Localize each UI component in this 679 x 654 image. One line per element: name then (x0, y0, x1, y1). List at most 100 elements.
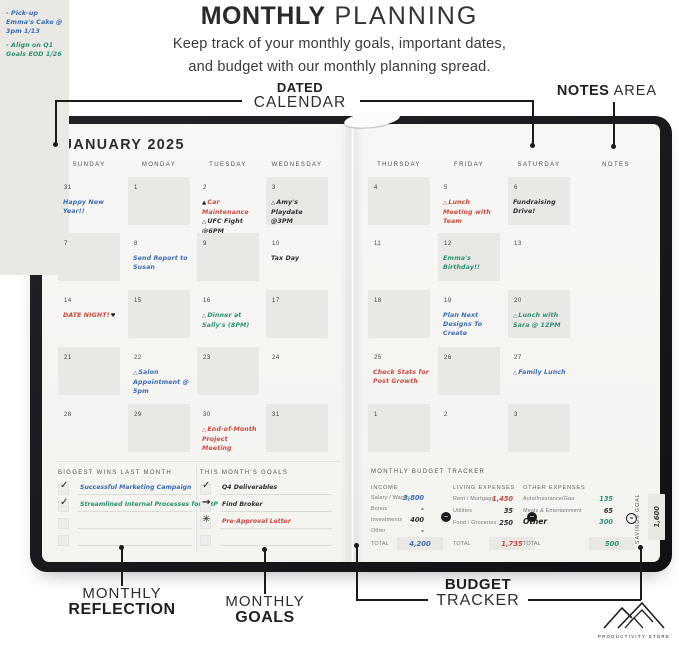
callout-budget-tracker: BUDGET TRACKER (408, 577, 548, 610)
equals-circle-icon: = (626, 513, 637, 524)
calendar-entry: △Lunch Meeting with Team (443, 199, 491, 226)
monthly-goals-header: THIS MONTH'S GOALS (200, 470, 289, 476)
budget-total-box: 1,735 (489, 537, 535, 550)
calendar-cell: 9 (197, 233, 259, 281)
notes-entry: - Align on Q1 Goals EOD 1/26 (6, 42, 62, 59)
day-header: THURSDAY (377, 162, 421, 168)
callout-dot (638, 545, 643, 550)
callout-line (356, 599, 428, 601)
day-placeholder-box (438, 233, 500, 281)
day-placeholder-box (508, 177, 570, 225)
callout-line (264, 550, 266, 594)
biggest-wins-header: BIGGEST WINS LAST MONTH (58, 470, 173, 476)
checkbox (58, 535, 69, 546)
day-entries: Emma's Birthday!! (443, 254, 499, 272)
budget-row-value: 300 (599, 518, 613, 526)
day-number: 2 (203, 185, 207, 191)
day-entries: Send Report to Susan (133, 254, 189, 272)
budget-total-label: TOTAL (371, 541, 389, 547)
page-title-light: PLANNING (325, 2, 479, 30)
calendar-cell: 21 (58, 347, 120, 395)
triangle-outline-icon: △ (513, 313, 518, 319)
day-number: 23 (203, 355, 211, 361)
calendar-cell: 30 △End-of-Month Project Meeting (197, 404, 259, 452)
checklist-line (220, 528, 332, 529)
callout-dot (262, 547, 267, 552)
day-placeholder-box (266, 177, 328, 225)
day-header: FRIDAY (454, 162, 484, 168)
day-placeholder-box (368, 177, 430, 225)
callout-notes-light: AREA (609, 83, 658, 99)
budget-row-label: Rent / Mortgage (453, 496, 495, 502)
day-number: 31 (272, 412, 280, 418)
triangle-outline-icon: △ (443, 200, 448, 206)
arrow-icon: → (202, 497, 211, 508)
day-placeholder-box (128, 177, 190, 225)
budget-header: MONTHLY BUDGET TRACKER (371, 469, 486, 475)
day-number: 6 (514, 185, 518, 191)
day-number: 1 (374, 412, 378, 418)
checkbox (58, 484, 69, 495)
budget-column-header: LIVING EXPENSES (453, 485, 516, 491)
day-number: 30 (203, 412, 211, 418)
day-entries: △Lunch with Sara @ 12PM (513, 311, 569, 330)
triangle-outline-icon: △ (202, 313, 207, 319)
calendar-cell: 20 △Lunch with Sara @ 12PM (508, 290, 570, 338)
callout-notes-bold: NOTES (556, 83, 610, 99)
budget-row-value: 400 (410, 516, 424, 524)
day-placeholder-box (266, 290, 328, 338)
callout-dot (530, 143, 535, 148)
day-number: 24 (272, 355, 280, 361)
savings-goal-box: 1,600 (648, 494, 665, 540)
calendar-entry: △Salon Appointment @ 5pm (133, 369, 189, 396)
triangle-outline-icon: △ (202, 427, 207, 433)
budget-row-label: Investments (371, 517, 403, 523)
budget-total-label: TOTAL (453, 541, 471, 547)
day-number: 21 (64, 355, 72, 361)
section-divider (56, 461, 340, 462)
day-header: WEDNESDAY (271, 162, 323, 168)
budget-row-label-handwritten: Other (523, 517, 548, 526)
calendar-cell: 28 (58, 404, 120, 452)
callout-dot (611, 144, 616, 149)
calendar-cell: 13 (508, 233, 570, 281)
calendar-entry: Tax Day (271, 255, 300, 262)
checkbox (58, 501, 69, 512)
calendar-cell: 26 (438, 347, 500, 395)
subtitle-line2: and budget with our monthly planning spr… (188, 59, 491, 75)
day-number: 3 (272, 185, 276, 191)
notes-entry: - Pick-up Emma's Cake @ 3pm 1/13 (6, 10, 63, 36)
callout-budget-light: TRACKER (436, 591, 520, 609)
calendar-cell: 29 (128, 404, 190, 452)
budget-row-label: Other (371, 528, 386, 534)
day-entries: △End-of-Month Project Meeting (202, 425, 258, 453)
checklist-line (220, 494, 332, 495)
calendar-cell: 3 (508, 404, 570, 452)
callout-line (532, 100, 534, 144)
calendar-entry: △End-of-Month Project Meeting (202, 426, 257, 453)
calendar-cell: 2 ▲Car Maintenance △UFC Fight @6PM (197, 177, 259, 235)
minus-circle-icon: − (441, 512, 451, 522)
day-placeholder-box (368, 404, 430, 452)
calendar-cell: 27 △Family Lunch (508, 347, 570, 395)
calendar-entry: ▲Car Maintenance (202, 199, 249, 216)
budget-total-value: 1,735 (501, 539, 523, 548)
budget-row-label: Meals & Entertainment (523, 508, 582, 514)
day-number: 14 (64, 298, 72, 304)
day-number: 26 (444, 355, 452, 361)
checklist-line (78, 545, 192, 546)
day-entries: Tax Day (271, 254, 327, 263)
checklist-item: Streamlined Internal Processes for GBP (80, 501, 218, 508)
day-number: 27 (514, 355, 522, 361)
budget-row-value: 250 (499, 519, 513, 527)
checkbox (200, 518, 211, 529)
budget-total-box: 500 (589, 537, 635, 550)
budget-row-value: - (421, 527, 424, 535)
calendar-entry: Happy New Year!! (63, 199, 105, 216)
day-placeholder-box (266, 404, 328, 452)
day-number: 8 (134, 241, 138, 247)
day-number: 12 (444, 241, 452, 247)
calendar-entry: △UFC Fight @6PM (202, 218, 243, 236)
section-divider (196, 466, 197, 552)
